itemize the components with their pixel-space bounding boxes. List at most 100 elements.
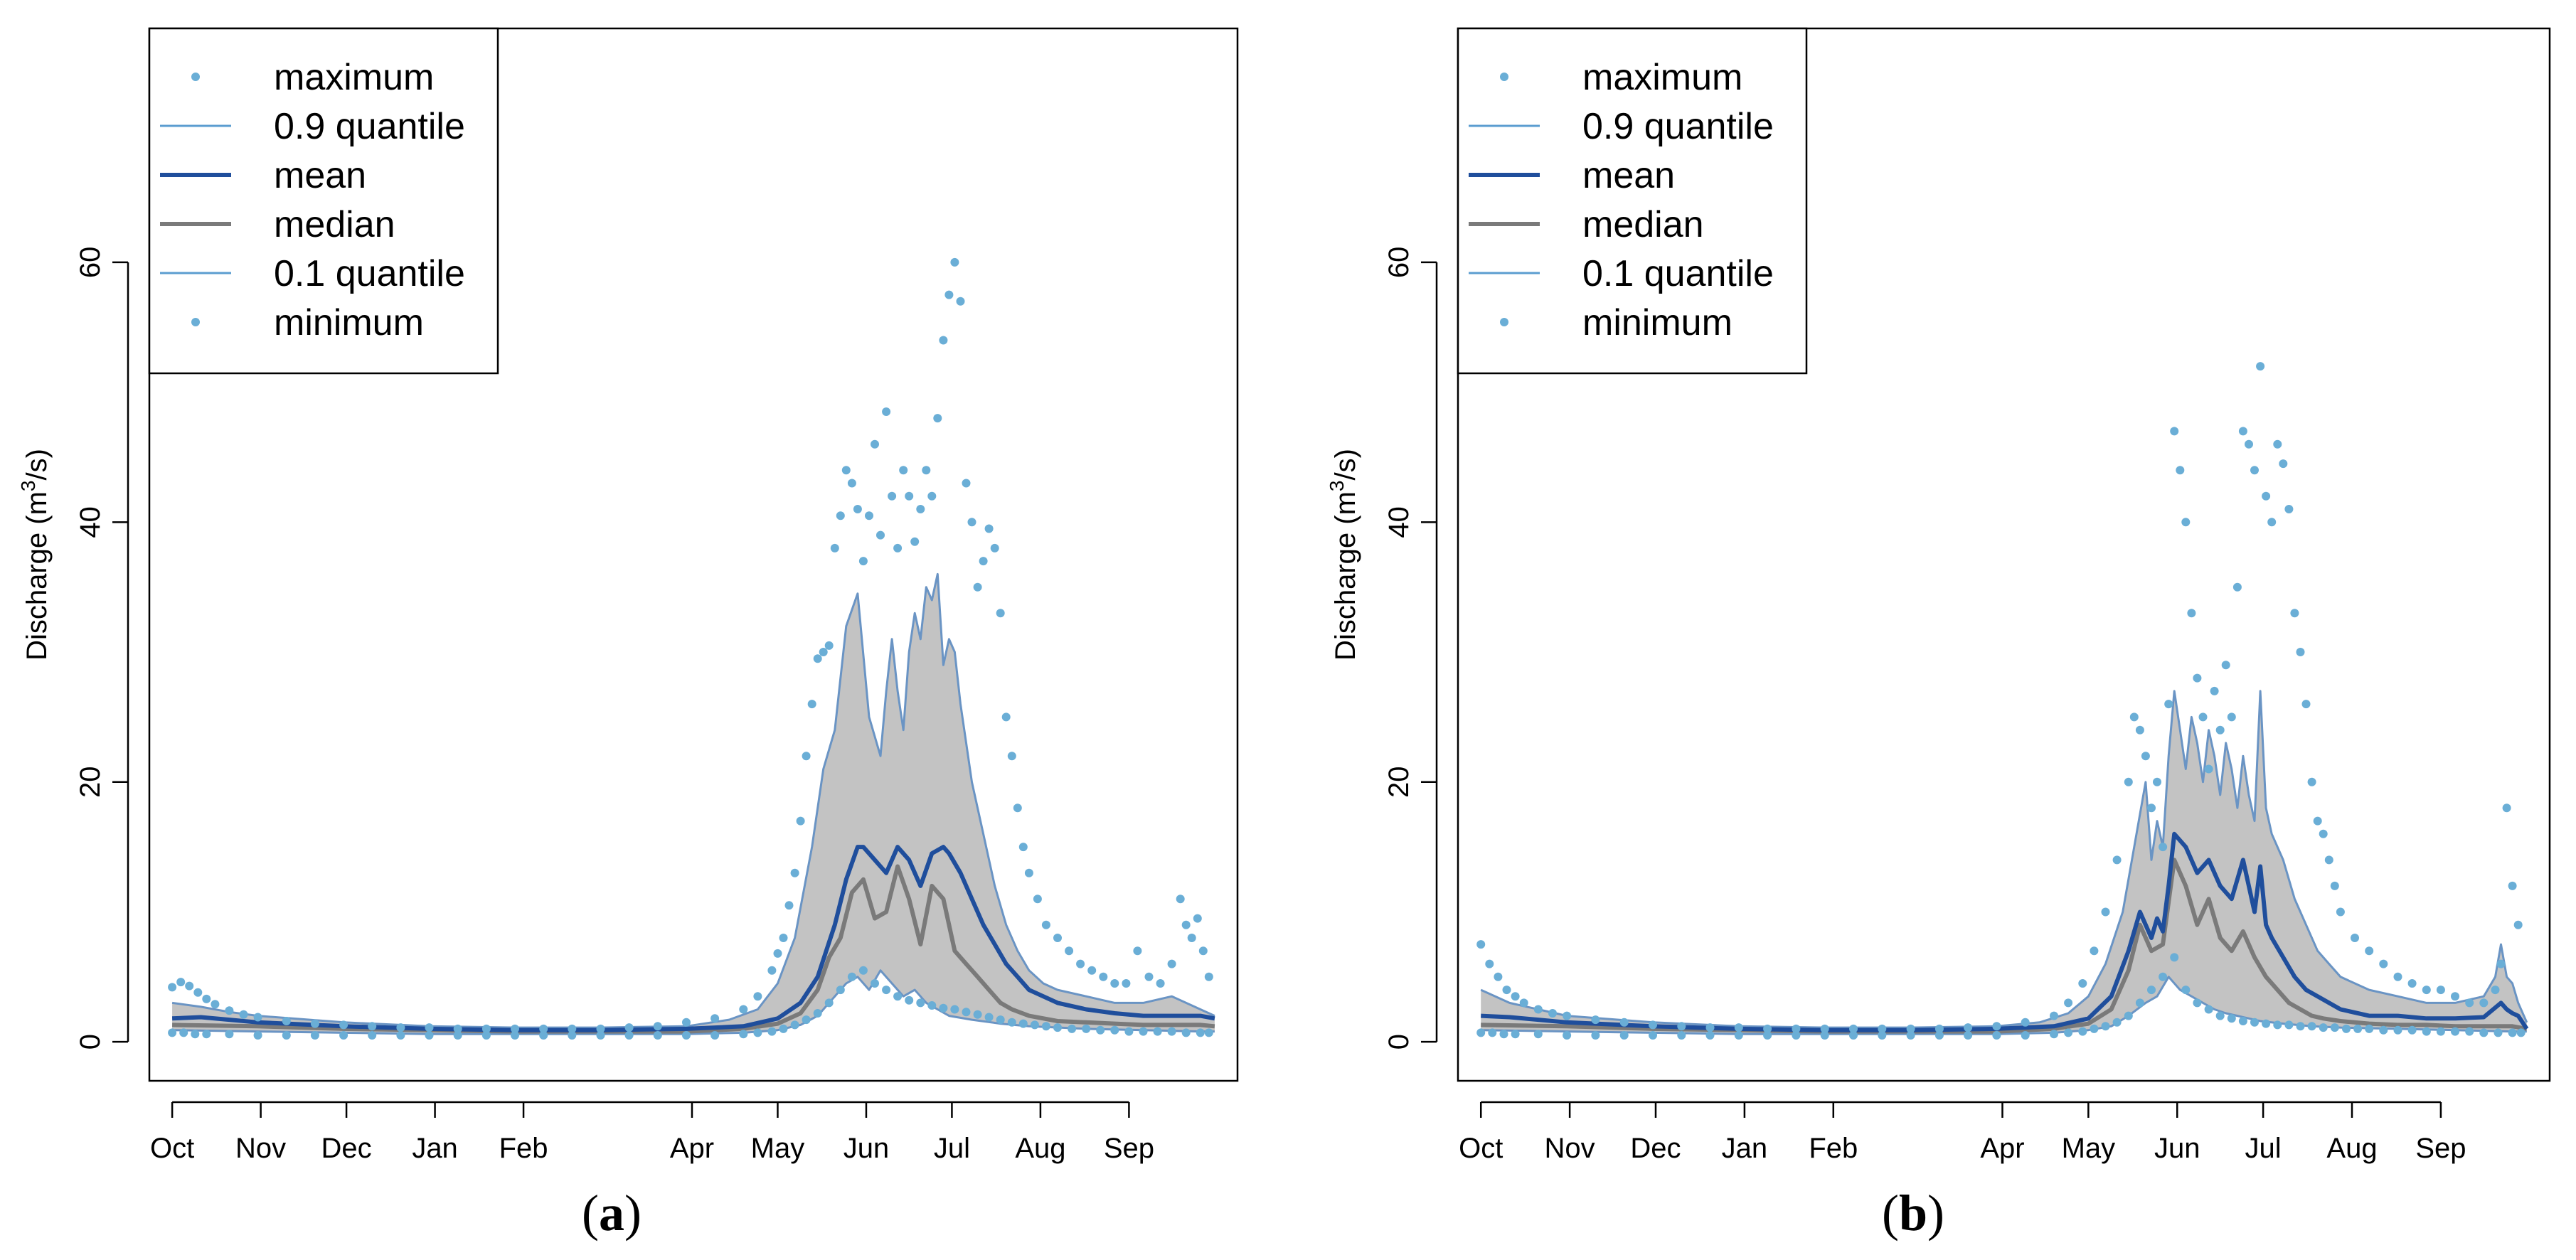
maximum-point (539, 1024, 548, 1033)
minimum-point (1041, 1022, 1050, 1031)
maximum-point (2491, 986, 2500, 995)
maximum-point (481, 1024, 491, 1033)
maximum-point (1053, 934, 1062, 942)
maximum-point (962, 479, 971, 488)
y-axis-title: Discharge (m3/s) (1326, 449, 1361, 661)
maximum-point (2422, 986, 2431, 995)
minimum-point (2170, 953, 2179, 962)
minimum-point (2124, 1011, 2133, 1020)
legend-label-maximum: maximum (274, 57, 434, 98)
x-tick-label-aug: Aug (2326, 1133, 2377, 1164)
maximum-point (2135, 725, 2144, 735)
minimum-point (481, 1031, 491, 1040)
minimum-point (1992, 1031, 2001, 1040)
x-tick-label-jul: Jul (2245, 1133, 2282, 1164)
maximum-point (2250, 466, 2259, 475)
maximum-point (2245, 439, 2253, 449)
minimum-point (168, 1028, 177, 1037)
minimum-point (1792, 1031, 1801, 1040)
maximum-point (905, 491, 914, 501)
maximum-point (1181, 920, 1191, 929)
maximum-point (1476, 940, 1486, 949)
maximum-point (944, 290, 954, 299)
minimum-point (893, 992, 903, 1001)
maximum-point (910, 537, 920, 546)
maximum-point (2513, 920, 2523, 929)
maximum-point (2187, 609, 2196, 618)
maximum-point (2101, 907, 2110, 917)
maximum-point (511, 1024, 519, 1033)
minimum-point (813, 1009, 822, 1018)
panel-label: (a) (582, 1185, 642, 1242)
maximum-point (2284, 505, 2294, 513)
minimum-point (2273, 1020, 2282, 1030)
legend-label-median: median (274, 204, 395, 245)
minimum-point (539, 1031, 548, 1040)
maximum-point (1519, 998, 1528, 1008)
minimum-point (2307, 1022, 2316, 1031)
maximum-point (2273, 439, 2282, 449)
minimum-point (624, 1031, 634, 1040)
maximum-point (1204, 972, 1213, 981)
minimum-point (1964, 1031, 1973, 1040)
minimum-point (2465, 1027, 2474, 1036)
maximum-point (2164, 700, 2173, 709)
minimum-point (1096, 1025, 1105, 1035)
minimum-point (1204, 1028, 1213, 1037)
maximum-point (1563, 1011, 1572, 1020)
maximum-point (979, 557, 988, 566)
minimum-point (1878, 1031, 1887, 1040)
maximum-point (2232, 582, 2242, 592)
x-tick-label-apr: Apr (670, 1133, 714, 1164)
maximum-point (2129, 712, 2139, 722)
legend-point-symbol (1500, 318, 1508, 326)
minimum-point (2508, 1028, 2517, 1037)
minimum-point (511, 1031, 519, 1040)
minimum-point (836, 986, 845, 995)
minimum-point (310, 1031, 319, 1040)
median-line (172, 864, 1215, 1034)
maximum-point (1533, 1005, 1543, 1014)
minimum-point (1068, 1024, 1077, 1033)
x-tick-label-nov: Nov (1545, 1133, 1595, 1164)
minimum-point (2135, 998, 2144, 1008)
minimum-point (191, 1030, 200, 1039)
maximum-point (984, 524, 994, 533)
maximum-point (2227, 712, 2236, 722)
minimum-point (1619, 1031, 1629, 1040)
maximum-point (453, 1024, 462, 1033)
maximum-point (933, 414, 942, 423)
y-axis-title-tail: /s) (1330, 449, 1361, 480)
maximum-point (225, 1006, 234, 1015)
0-9-quantile-line (1480, 690, 2528, 1029)
maximum-point (2336, 907, 2345, 917)
maximum-point (2198, 712, 2208, 722)
minimum-point (962, 1008, 971, 1017)
minimum-point (753, 1028, 762, 1037)
maximum-point (1076, 959, 1085, 968)
legend-label-minimum: minimum (1582, 302, 1733, 343)
maximum-point (813, 654, 822, 663)
minimum-point (2284, 1020, 2294, 1030)
0-9-quantile-line (171, 572, 1215, 1029)
maximum-point (2407, 979, 2417, 988)
minimum-point (2479, 1028, 2489, 1037)
minimum-point (1649, 1031, 1657, 1040)
maximum-point (282, 1017, 291, 1025)
y-tick-label: 40 (75, 506, 106, 538)
maximum-point (773, 949, 782, 958)
minimum-point (2330, 1023, 2339, 1032)
maximum-point (1964, 1023, 1973, 1032)
minimum-point (2101, 1022, 2110, 1031)
minimum-point (1167, 1027, 1176, 1036)
x-tick-label-aug: Aug (1015, 1133, 1065, 1164)
minimum-point (2147, 986, 2156, 995)
minimum-point (2451, 1027, 2459, 1036)
x-tick-label-jul: Jul (934, 1133, 970, 1164)
maximum-point (1013, 803, 1022, 813)
maximum-point (1502, 986, 1511, 995)
maximum-point (168, 983, 177, 992)
minimum-point (2296, 1022, 2305, 1031)
minimum-point (996, 1015, 1005, 1025)
legend-label-minimum: minimum (274, 302, 424, 343)
